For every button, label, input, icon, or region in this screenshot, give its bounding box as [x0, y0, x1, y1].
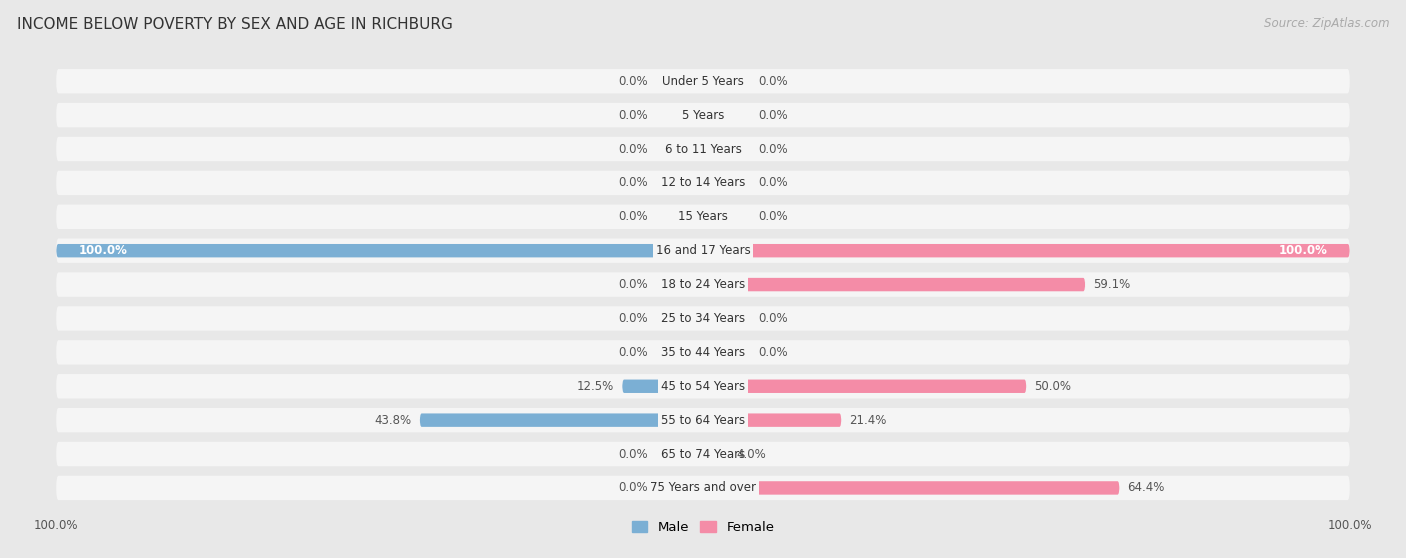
Text: 43.8%: 43.8% — [375, 413, 412, 427]
FancyBboxPatch shape — [420, 413, 703, 427]
FancyBboxPatch shape — [56, 340, 1350, 364]
Text: Source: ZipAtlas.com: Source: ZipAtlas.com — [1264, 17, 1389, 30]
Text: 0.0%: 0.0% — [758, 176, 787, 189]
Text: 0.0%: 0.0% — [619, 312, 648, 325]
Text: 59.1%: 59.1% — [1092, 278, 1130, 291]
Text: 0.0%: 0.0% — [758, 75, 787, 88]
Text: 25 to 34 Years: 25 to 34 Years — [661, 312, 745, 325]
Text: 35 to 44 Years: 35 to 44 Years — [661, 346, 745, 359]
Text: 16 and 17 Years: 16 and 17 Years — [655, 244, 751, 257]
FancyBboxPatch shape — [56, 103, 1350, 127]
Text: 0.0%: 0.0% — [619, 142, 648, 156]
FancyBboxPatch shape — [56, 244, 703, 257]
FancyBboxPatch shape — [56, 408, 1350, 432]
Text: 0.0%: 0.0% — [619, 448, 648, 460]
Text: INCOME BELOW POVERTY BY SEX AND AGE IN RICHBURG: INCOME BELOW POVERTY BY SEX AND AGE IN R… — [17, 17, 453, 32]
Text: 0.0%: 0.0% — [758, 210, 787, 223]
FancyBboxPatch shape — [56, 476, 1350, 500]
Text: Under 5 Years: Under 5 Years — [662, 75, 744, 88]
Text: 0.0%: 0.0% — [619, 346, 648, 359]
FancyBboxPatch shape — [703, 413, 841, 427]
Text: 55 to 64 Years: 55 to 64 Years — [661, 413, 745, 427]
Text: 0.0%: 0.0% — [619, 176, 648, 189]
FancyBboxPatch shape — [56, 205, 1350, 229]
FancyBboxPatch shape — [703, 448, 728, 461]
FancyBboxPatch shape — [56, 306, 1350, 331]
Text: 0.0%: 0.0% — [619, 210, 648, 223]
Text: 5 Years: 5 Years — [682, 109, 724, 122]
Text: 4.0%: 4.0% — [737, 448, 766, 460]
Text: 0.0%: 0.0% — [758, 109, 787, 122]
Text: 18 to 24 Years: 18 to 24 Years — [661, 278, 745, 291]
FancyBboxPatch shape — [56, 374, 1350, 398]
Legend: Male, Female: Male, Female — [631, 521, 775, 534]
Text: 0.0%: 0.0% — [758, 142, 787, 156]
FancyBboxPatch shape — [56, 442, 1350, 466]
FancyBboxPatch shape — [56, 272, 1350, 297]
FancyBboxPatch shape — [56, 137, 1350, 161]
Text: 0.0%: 0.0% — [619, 482, 648, 494]
Text: 21.4%: 21.4% — [849, 413, 887, 427]
Text: 50.0%: 50.0% — [1035, 380, 1071, 393]
FancyBboxPatch shape — [56, 69, 1350, 93]
Text: 0.0%: 0.0% — [619, 278, 648, 291]
Text: 0.0%: 0.0% — [758, 312, 787, 325]
Text: 45 to 54 Years: 45 to 54 Years — [661, 380, 745, 393]
Text: 15 Years: 15 Years — [678, 210, 728, 223]
FancyBboxPatch shape — [703, 244, 1350, 257]
Text: 65 to 74 Years: 65 to 74 Years — [661, 448, 745, 460]
Text: 0.0%: 0.0% — [619, 75, 648, 88]
Text: 6 to 11 Years: 6 to 11 Years — [665, 142, 741, 156]
FancyBboxPatch shape — [56, 238, 1350, 263]
FancyBboxPatch shape — [56, 171, 1350, 195]
Text: 100.0%: 100.0% — [1278, 244, 1327, 257]
FancyBboxPatch shape — [703, 278, 1085, 291]
FancyBboxPatch shape — [621, 379, 703, 393]
Text: 0.0%: 0.0% — [619, 109, 648, 122]
Text: 64.4%: 64.4% — [1128, 482, 1164, 494]
FancyBboxPatch shape — [703, 481, 1119, 494]
Text: 12 to 14 Years: 12 to 14 Years — [661, 176, 745, 189]
FancyBboxPatch shape — [703, 379, 1026, 393]
Text: 0.0%: 0.0% — [758, 346, 787, 359]
Text: 100.0%: 100.0% — [79, 244, 128, 257]
Text: 12.5%: 12.5% — [576, 380, 614, 393]
Text: 75 Years and over: 75 Years and over — [650, 482, 756, 494]
